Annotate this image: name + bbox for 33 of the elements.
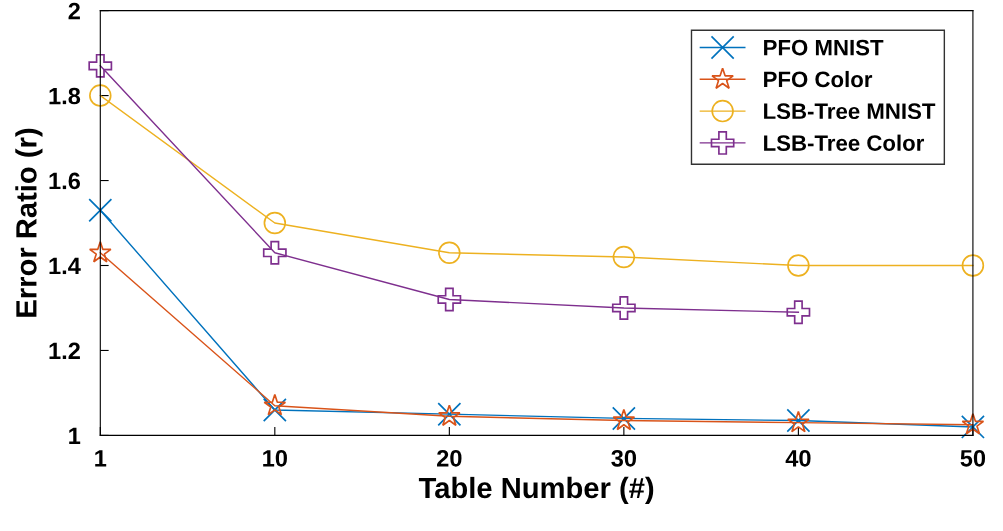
legend-label: LSB-Tree Color xyxy=(764,134,925,151)
y-tick-label: 1.6 xyxy=(49,172,81,190)
x-tick-label: 50 xyxy=(960,449,986,467)
x-tick-label: 10 xyxy=(263,449,287,467)
x-axis-title: Table Number (#) xyxy=(418,476,654,505)
point xyxy=(263,393,287,416)
point xyxy=(262,397,287,422)
legend-label: LSB-Tree MNIST xyxy=(764,103,936,120)
point xyxy=(612,245,636,269)
point xyxy=(88,198,113,223)
point xyxy=(787,254,810,277)
point xyxy=(438,241,461,265)
point xyxy=(88,53,113,78)
x-tick-label: 20 xyxy=(437,449,462,467)
point xyxy=(961,254,985,277)
point xyxy=(786,300,811,325)
x-tick-label: 40 xyxy=(785,449,811,467)
point xyxy=(89,84,112,107)
y-tick-label: 1.4 xyxy=(49,257,81,275)
y-tick-label: 1.8 xyxy=(49,87,81,105)
y-tick-label: 1 xyxy=(69,427,81,444)
point xyxy=(262,240,287,265)
legend-label: PFO Color xyxy=(764,70,873,88)
y-tick-label: 2 xyxy=(68,2,80,20)
legend-label: PFO MNIST xyxy=(764,39,884,56)
x-tick-label: 1 xyxy=(95,450,107,467)
point xyxy=(88,240,112,263)
y-axis-title: Error Ratio (r) xyxy=(15,128,43,317)
point xyxy=(437,287,462,312)
y-tick-label: 1.2 xyxy=(49,342,80,360)
point xyxy=(611,296,636,320)
point xyxy=(263,211,287,235)
x-tick-label: 30 xyxy=(611,449,637,467)
